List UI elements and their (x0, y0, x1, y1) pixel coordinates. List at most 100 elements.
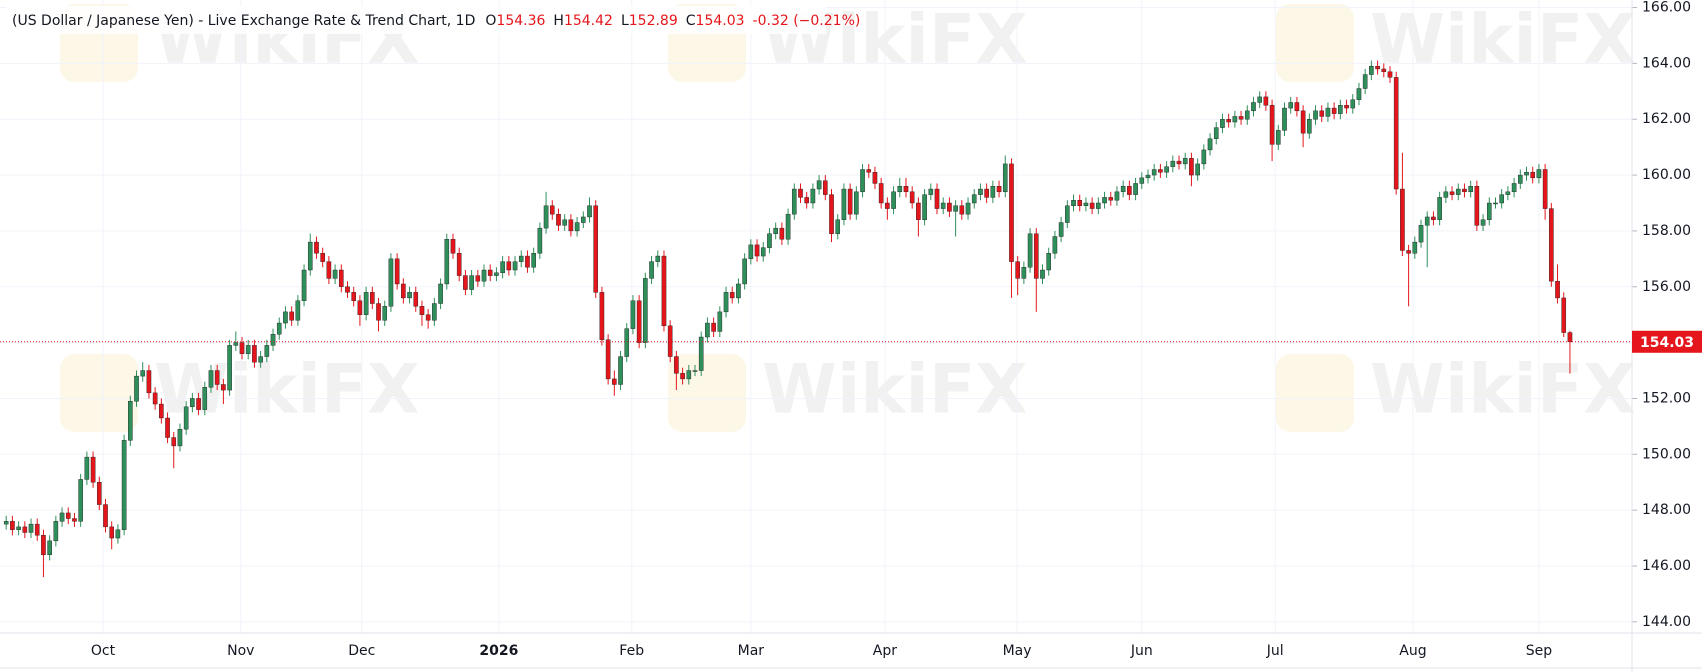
candle-body (624, 328, 630, 357)
candle-body (990, 186, 996, 198)
candle-body (723, 292, 729, 313)
candle-body (742, 258, 747, 285)
candle-body (16, 526, 21, 530)
candle-body (41, 535, 46, 556)
candle-body (748, 244, 754, 260)
candle-body (661, 255, 667, 327)
candle-body (214, 370, 220, 385)
candle-body (978, 188, 983, 195)
candle-body (506, 261, 512, 271)
candle-body (1542, 169, 1548, 209)
candle-body (500, 261, 505, 274)
candle-body (618, 356, 623, 385)
candle-body (729, 292, 735, 299)
candle-body (1065, 205, 1070, 223)
candle-body (847, 188, 853, 215)
candle-body (326, 261, 332, 279)
candle-body (636, 300, 642, 343)
candle-body (1300, 110, 1306, 134)
candle-body (413, 292, 419, 307)
candle-body (202, 387, 208, 410)
y-tick-label: 164.00 (1642, 55, 1691, 71)
candle-body (959, 205, 965, 215)
candle-body (183, 406, 189, 430)
candle-body (419, 306, 425, 315)
candle-body (1319, 110, 1325, 117)
ohlc-value: 154.42 (564, 13, 613, 29)
candle-body (338, 269, 344, 287)
candle-body (1027, 233, 1033, 268)
candle-body (96, 482, 102, 505)
candle-body (1524, 172, 1529, 176)
candle-body (791, 188, 797, 215)
candle-body (1400, 188, 1405, 251)
candle-body (512, 261, 518, 271)
ohlc-value: 152.89 (629, 13, 678, 29)
watermark: WikiFX (1370, 351, 1636, 430)
candle-body (674, 356, 679, 374)
candle-body (1158, 169, 1163, 173)
candle-body (705, 322, 710, 338)
candle-body (866, 169, 872, 173)
candle-body (109, 526, 114, 539)
candle-body (692, 370, 698, 372)
watermark: WikiFX (154, 351, 420, 430)
candle-body (1083, 202, 1089, 206)
candle-body (1244, 110, 1250, 120)
candle-body (128, 401, 133, 441)
candle-body (1015, 261, 1020, 279)
candle-body (190, 398, 195, 408)
candle-body (1058, 222, 1064, 237)
legend-bg (6, 6, 826, 34)
candle-body (1486, 202, 1492, 220)
candle-body (1114, 191, 1120, 201)
candle-body (1555, 280, 1560, 299)
x-tick-label: Oct (91, 643, 116, 659)
candle-body (1220, 119, 1225, 128)
candle-body (22, 526, 28, 533)
candle-body (984, 188, 989, 198)
candle-body (84, 456, 90, 480)
candle-body (754, 244, 760, 257)
candle-body (332, 269, 338, 279)
y-tick-label: 148.00 (1642, 502, 1691, 518)
candle-body (872, 172, 878, 184)
x-tick-label: 2026 (479, 643, 518, 659)
x-tick-label: Aug (1399, 643, 1426, 659)
candle-body (1294, 102, 1300, 112)
candle-body (1096, 202, 1101, 209)
candle-body (556, 213, 561, 226)
candle-body (146, 370, 152, 394)
candle-body (1040, 269, 1045, 279)
candle-body (947, 202, 952, 212)
candle-body (370, 292, 375, 304)
x-tick-label: Sep (1526, 643, 1553, 659)
candle-body (115, 529, 121, 539)
candle-body (233, 342, 239, 346)
candle-body (779, 227, 785, 240)
candle-body (680, 373, 685, 380)
candle-body (860, 169, 865, 193)
candle-body (1480, 219, 1486, 226)
x-tick-label: Apr (873, 643, 897, 659)
x-tick-label: Mar (738, 643, 765, 659)
candle-body (1449, 191, 1455, 195)
candle-body (245, 345, 251, 354)
candle-body (798, 188, 803, 198)
candle-body (1102, 197, 1107, 204)
candle-body (1505, 191, 1511, 195)
ohlc-label: C (686, 13, 696, 29)
candle-body (481, 269, 487, 282)
candle-body (1046, 253, 1051, 271)
candle-body (897, 186, 903, 193)
candle-body (1089, 202, 1095, 209)
candle-body (1009, 163, 1014, 262)
watermark-logo (1276, 4, 1354, 82)
candle-body (1455, 188, 1461, 195)
candle-body (1120, 186, 1126, 193)
candle-body (823, 180, 828, 195)
candle-body (1213, 127, 1219, 139)
candle-body (717, 311, 723, 332)
candle-body (357, 300, 363, 315)
